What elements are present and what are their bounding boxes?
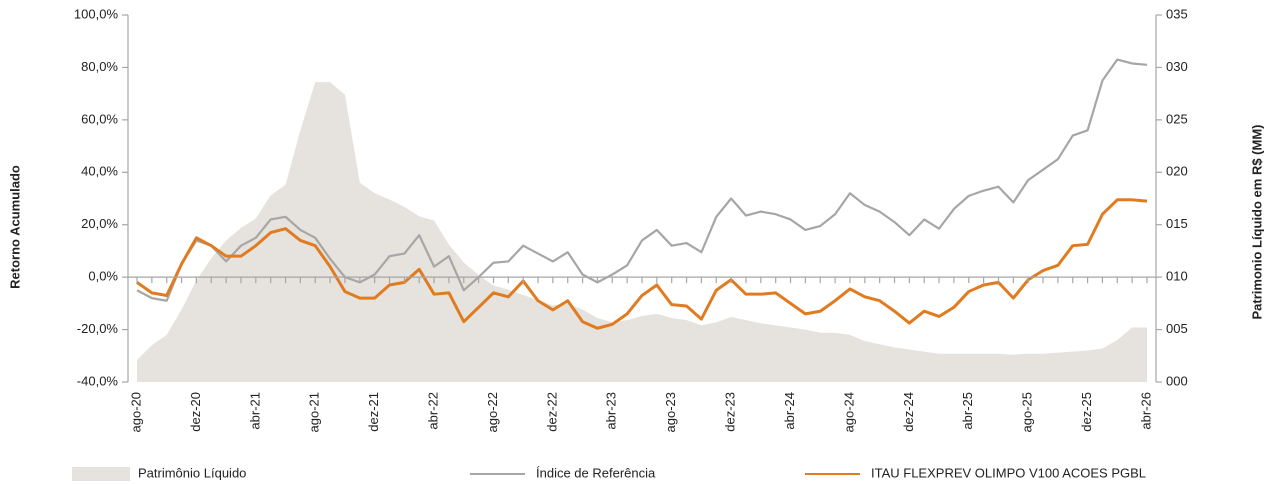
x-tick-label: abr-21: [247, 392, 262, 430]
line: [136, 58, 1148, 302]
line: [136, 198, 1148, 330]
y-tick-label: -20,0%: [77, 321, 119, 336]
y-tick-label: 80,0%: [81, 59, 118, 74]
y-tick-label: 100,0%: [74, 6, 119, 21]
x-tick-label: dez-23: [723, 392, 738, 432]
x-tick-label: ago-24: [841, 392, 856, 432]
y-axis-title: Retorno Acumulado: [7, 165, 22, 289]
legend-label: Índice de Referência: [536, 465, 656, 480]
y-tick-label: 60,0%: [81, 111, 118, 126]
legend-label: Patrimônio Líquido: [138, 465, 246, 480]
y2-tick-label: 025: [1166, 111, 1188, 126]
x-tick-label: abr-24: [782, 392, 797, 430]
y2-tick-label: 005: [1166, 321, 1188, 336]
y2-tick-label: 030: [1166, 59, 1188, 74]
x-tick-label: abr-25: [960, 392, 975, 430]
x-tick-label: ago-20: [128, 392, 143, 432]
y2-tick-label: 010: [1166, 269, 1188, 284]
y-tick-label: 40,0%: [81, 164, 118, 179]
x-tick-label: ago-22: [485, 392, 500, 432]
area: [137, 82, 1147, 382]
x-tick-label: dez-22: [544, 392, 559, 432]
x-tick-label: dez-21: [366, 392, 381, 432]
y2-axis-title: Patrimonio Líquido em R$ (MM): [1249, 125, 1264, 320]
y2-tick-label: 035: [1166, 6, 1188, 21]
y2-tick-label: 020: [1166, 164, 1188, 179]
x-tick-label: abr-22: [425, 392, 440, 430]
y2-tick-label: 015: [1166, 216, 1188, 231]
y-tick-label: 0,0%: [88, 269, 118, 284]
x-tick-label: dez-24: [901, 392, 916, 432]
x-tick-label: ago-23: [663, 392, 678, 432]
x-tick-label: ago-25: [1020, 392, 1035, 432]
legend-swatch: [72, 467, 130, 481]
legend-label: ITAU FLEXPREV OLIMPO V100 ACOES PGBL: [871, 465, 1146, 480]
x-tick-label: ago-21: [307, 392, 322, 432]
x-tick-label: abr-26: [1138, 392, 1153, 430]
x-tick-label: dez-20: [188, 392, 203, 432]
x-tick-label: dez-25: [1079, 392, 1094, 432]
y2-tick-label: 000: [1166, 373, 1188, 388]
y-tick-label: 20,0%: [81, 216, 118, 231]
x-tick-label: abr-23: [604, 392, 619, 430]
y-tick-label: -40,0%: [77, 373, 119, 388]
